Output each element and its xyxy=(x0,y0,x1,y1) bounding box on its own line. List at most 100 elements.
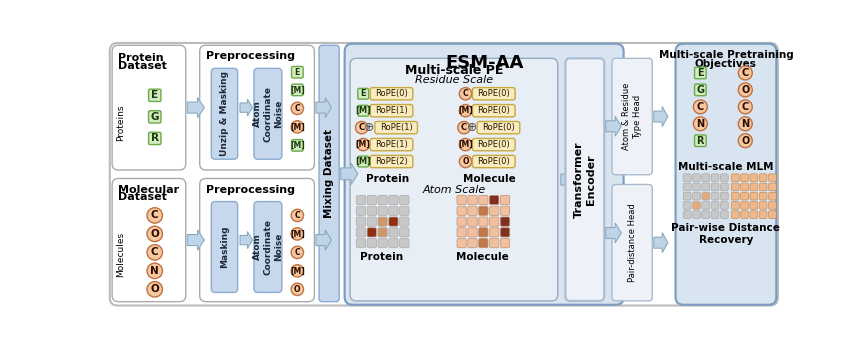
FancyBboxPatch shape xyxy=(732,183,739,191)
Text: Pair-distance Head: Pair-distance Head xyxy=(628,203,637,282)
Text: [M]: [M] xyxy=(290,122,305,131)
FancyBboxPatch shape xyxy=(489,217,499,226)
Text: C: C xyxy=(151,247,158,257)
Text: Multi-scale PE: Multi-scale PE xyxy=(404,65,503,78)
Ellipse shape xyxy=(355,121,368,134)
FancyBboxPatch shape xyxy=(501,206,510,215)
Polygon shape xyxy=(187,98,204,118)
FancyBboxPatch shape xyxy=(399,195,409,205)
FancyBboxPatch shape xyxy=(149,89,161,101)
FancyBboxPatch shape xyxy=(356,228,365,237)
FancyBboxPatch shape xyxy=(367,238,377,248)
Text: Molecules: Molecules xyxy=(116,232,125,277)
Text: O: O xyxy=(462,157,469,166)
Ellipse shape xyxy=(739,100,753,114)
FancyBboxPatch shape xyxy=(732,211,739,218)
Polygon shape xyxy=(187,230,204,250)
FancyBboxPatch shape xyxy=(149,132,161,145)
FancyBboxPatch shape xyxy=(711,174,719,181)
FancyBboxPatch shape xyxy=(399,228,409,237)
FancyBboxPatch shape xyxy=(702,192,709,200)
FancyBboxPatch shape xyxy=(457,228,466,237)
FancyBboxPatch shape xyxy=(350,58,558,301)
Text: Protein: Protein xyxy=(360,252,404,262)
FancyBboxPatch shape xyxy=(110,43,778,306)
Text: RoPE(0): RoPE(0) xyxy=(477,140,510,149)
FancyBboxPatch shape xyxy=(740,174,748,181)
FancyBboxPatch shape xyxy=(489,206,499,215)
FancyBboxPatch shape xyxy=(457,195,466,205)
FancyBboxPatch shape xyxy=(732,192,739,200)
FancyBboxPatch shape xyxy=(732,174,739,181)
FancyBboxPatch shape xyxy=(501,228,510,237)
FancyBboxPatch shape xyxy=(356,195,365,205)
FancyBboxPatch shape xyxy=(254,68,281,159)
Text: Preprocessing: Preprocessing xyxy=(206,51,295,61)
FancyBboxPatch shape xyxy=(473,105,515,117)
FancyBboxPatch shape xyxy=(612,185,652,301)
Text: N: N xyxy=(741,119,749,129)
FancyBboxPatch shape xyxy=(389,238,398,248)
FancyBboxPatch shape xyxy=(740,183,748,191)
FancyBboxPatch shape xyxy=(457,206,466,215)
FancyBboxPatch shape xyxy=(721,174,728,181)
FancyBboxPatch shape xyxy=(612,58,652,175)
FancyBboxPatch shape xyxy=(375,121,417,134)
Text: Proteins: Proteins xyxy=(116,104,125,141)
FancyBboxPatch shape xyxy=(711,211,719,218)
FancyBboxPatch shape xyxy=(501,195,510,205)
Text: Dataset: Dataset xyxy=(119,61,167,71)
FancyBboxPatch shape xyxy=(378,217,387,226)
Text: C: C xyxy=(462,89,469,98)
Polygon shape xyxy=(316,230,332,250)
Text: R: R xyxy=(151,134,158,144)
FancyBboxPatch shape xyxy=(740,201,748,209)
FancyBboxPatch shape xyxy=(768,201,776,209)
Ellipse shape xyxy=(291,121,304,133)
Text: Protein: Protein xyxy=(119,53,164,63)
Text: ESM-AA: ESM-AA xyxy=(445,55,523,72)
Text: ⊕: ⊕ xyxy=(467,121,477,134)
FancyBboxPatch shape xyxy=(112,178,185,302)
FancyBboxPatch shape xyxy=(489,228,499,237)
FancyBboxPatch shape xyxy=(740,211,748,218)
FancyBboxPatch shape xyxy=(768,183,776,191)
FancyBboxPatch shape xyxy=(721,183,728,191)
FancyBboxPatch shape xyxy=(489,195,499,205)
FancyBboxPatch shape xyxy=(112,45,185,170)
Ellipse shape xyxy=(147,208,163,223)
Text: Atom Scale: Atom Scale xyxy=(423,185,486,195)
FancyBboxPatch shape xyxy=(740,192,748,200)
Polygon shape xyxy=(654,107,668,127)
Text: [M]: [M] xyxy=(290,141,305,150)
FancyBboxPatch shape xyxy=(750,192,758,200)
Ellipse shape xyxy=(739,134,753,148)
FancyBboxPatch shape xyxy=(399,217,409,226)
Text: Preprocessing: Preprocessing xyxy=(206,185,295,195)
FancyBboxPatch shape xyxy=(675,44,776,305)
FancyBboxPatch shape xyxy=(211,68,237,159)
FancyBboxPatch shape xyxy=(479,195,488,205)
FancyBboxPatch shape xyxy=(683,201,691,209)
Ellipse shape xyxy=(291,209,304,221)
FancyBboxPatch shape xyxy=(695,84,706,96)
FancyBboxPatch shape xyxy=(711,201,719,209)
FancyBboxPatch shape xyxy=(759,183,767,191)
Ellipse shape xyxy=(459,88,472,100)
Ellipse shape xyxy=(147,263,163,278)
Text: RoPE(1): RoPE(1) xyxy=(380,123,412,132)
FancyBboxPatch shape xyxy=(473,88,515,100)
Text: [M]: [M] xyxy=(355,157,372,166)
Text: G: G xyxy=(151,112,159,122)
FancyBboxPatch shape xyxy=(367,228,377,237)
FancyBboxPatch shape xyxy=(702,174,709,181)
FancyBboxPatch shape xyxy=(149,111,161,123)
FancyBboxPatch shape xyxy=(693,174,701,181)
FancyBboxPatch shape xyxy=(370,155,413,168)
Text: [M]: [M] xyxy=(290,229,305,238)
Ellipse shape xyxy=(357,138,370,151)
Text: C: C xyxy=(294,248,301,257)
Text: N: N xyxy=(696,119,704,129)
FancyBboxPatch shape xyxy=(489,238,499,248)
FancyBboxPatch shape xyxy=(501,217,510,226)
